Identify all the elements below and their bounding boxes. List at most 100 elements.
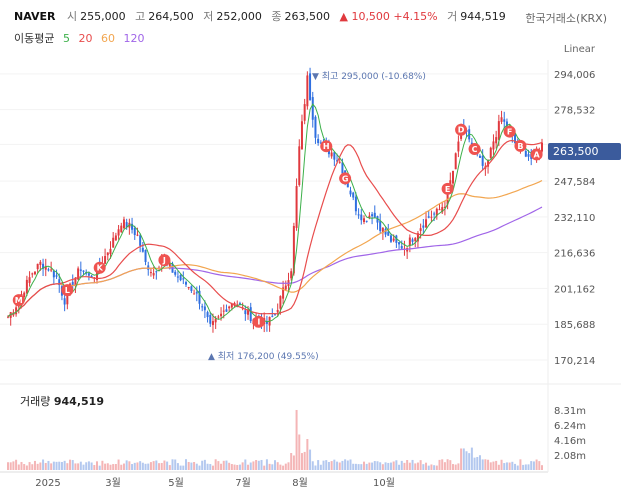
- event-marker-label: C: [472, 145, 478, 154]
- volume-bar: [290, 453, 293, 470]
- event-marker: [320, 140, 333, 153]
- volume-bar: [446, 459, 449, 470]
- volume-bar: [295, 409, 298, 470]
- ma-legend: 이동평균 5 20 60 120: [14, 30, 149, 46]
- volume-bar: [476, 456, 479, 470]
- candle-body: [106, 252, 109, 256]
- candle-body: [336, 160, 339, 162]
- volume-bar: [414, 463, 417, 470]
- candle-body: [195, 292, 198, 294]
- volume-bar: [365, 463, 368, 470]
- time-tick-label: 10월: [373, 477, 395, 489]
- volume-bar: [203, 459, 206, 470]
- volume-bar: [530, 461, 533, 470]
- volume-bar: [52, 461, 55, 470]
- volume-bar: [139, 461, 142, 470]
- candle-body: [90, 275, 93, 278]
- candle-body: [373, 212, 376, 218]
- candle-body: [247, 310, 250, 315]
- volume-bar: [28, 462, 31, 470]
- candle-body: [214, 318, 217, 323]
- volume-bar: [236, 464, 239, 470]
- volume-bar: [352, 463, 355, 470]
- volume-bar: [106, 463, 109, 470]
- candle-body: [222, 310, 225, 312]
- volume-bar: [387, 462, 390, 470]
- volume-bar: [171, 459, 174, 470]
- volume-bar: [263, 465, 266, 470]
- volume-bar: [149, 462, 152, 470]
- candle-body: [303, 104, 306, 121]
- event-marker-label: E: [445, 185, 450, 194]
- volume-bar: [487, 459, 490, 470]
- candle-body: [284, 285, 287, 290]
- event-marker-label: A: [534, 150, 541, 159]
- event-marker-label: I: [257, 318, 260, 327]
- volume-bar: [55, 461, 58, 470]
- event-marker-label: B: [517, 142, 523, 151]
- candle-body: [220, 313, 223, 317]
- candle-body: [152, 273, 155, 276]
- price-gridlines: [0, 73, 548, 361]
- volume-title: 거래량 944,519: [20, 393, 104, 409]
- volume-bar: [344, 459, 347, 470]
- candle-body: [55, 275, 58, 277]
- ma120-legend: 120: [123, 32, 145, 45]
- candle-body: [15, 307, 18, 315]
- volume-bar: [398, 464, 401, 470]
- volume-bar: [430, 464, 433, 470]
- candle-body: [104, 256, 107, 264]
- volume-bar: [42, 459, 45, 470]
- candle-body: [317, 138, 320, 144]
- volume-bar: [381, 464, 384, 470]
- volume-bar: [465, 451, 468, 470]
- price-tick-label: 170,214: [554, 356, 595, 367]
- candle-body: [446, 188, 449, 205]
- event-marker: [12, 294, 25, 307]
- volume-bar: [252, 461, 255, 470]
- volume-bar: [416, 462, 419, 470]
- volume-bar: [117, 459, 120, 470]
- volume-bar: [104, 463, 107, 470]
- volume-bar: [322, 460, 325, 470]
- volume-bar: [168, 465, 171, 470]
- candle-body: [411, 239, 414, 242]
- volume-bar: [152, 461, 155, 470]
- candle-body: [279, 296, 282, 309]
- volume-bar: [220, 463, 223, 470]
- volume-bar: [77, 463, 80, 470]
- volume-bar: [306, 439, 309, 470]
- time-tick-label: 7월: [235, 477, 251, 489]
- candle-body: [58, 279, 61, 286]
- volume-bar: [349, 459, 352, 470]
- event-marker-label: L: [65, 286, 70, 295]
- volume-bar: [44, 462, 47, 470]
- candle-body: [352, 192, 355, 198]
- volume-bar: [133, 462, 136, 470]
- candle-body: [44, 266, 47, 270]
- event-marker-label: F: [507, 128, 512, 137]
- candle-body: [300, 121, 303, 150]
- event-marker: [339, 172, 352, 185]
- volume-bar: [276, 462, 279, 470]
- ma-legend-label: 이동평균: [14, 32, 55, 45]
- volume-bar: [50, 463, 53, 470]
- candle-body: [25, 279, 28, 294]
- high-value: 264,500: [148, 10, 194, 23]
- scale-mode-toggle[interactable]: Linear: [563, 44, 595, 55]
- candle-body: [211, 321, 214, 326]
- volume-bar: [411, 459, 414, 470]
- volume-bar: [514, 463, 517, 470]
- volume-bar: [511, 461, 514, 470]
- candle-body: [438, 209, 441, 211]
- candle-body: [360, 214, 363, 221]
- candle-body: [389, 235, 392, 242]
- volume-bar: [433, 465, 436, 470]
- volume-bar: [112, 464, 115, 470]
- volume-bar: [158, 463, 161, 470]
- volume-bar: [163, 460, 166, 470]
- price-tick-label: 216,636: [554, 249, 595, 260]
- volume-bar: [484, 459, 487, 470]
- candle-body: [136, 234, 139, 236]
